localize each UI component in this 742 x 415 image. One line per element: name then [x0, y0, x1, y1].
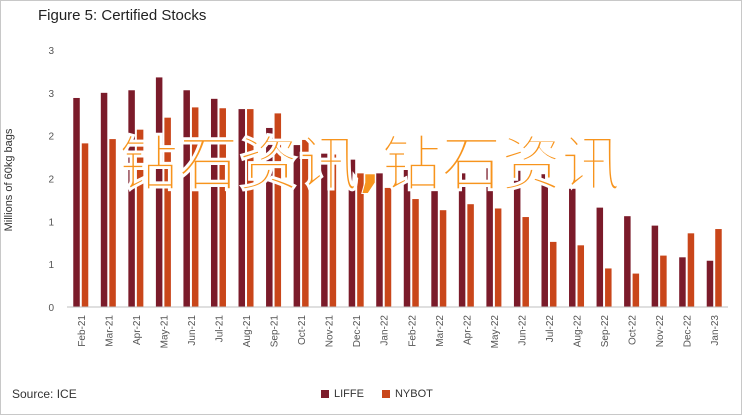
bar-nybot — [494, 208, 502, 307]
bar-liffe — [596, 207, 604, 307]
y-tick-label: 1 — [48, 217, 54, 228]
x-tick-label: May-22 — [490, 315, 501, 349]
x-tick-label: Aug-22 — [573, 315, 584, 348]
x-tick-label: Jan-22 — [380, 315, 391, 346]
bar-nybot — [136, 129, 144, 307]
x-tick-label: Oct-22 — [628, 315, 639, 345]
bar-liffe — [569, 188, 576, 307]
bar-nybot — [715, 229, 722, 307]
bar-nybot — [549, 241, 557, 307]
bar-liffe — [651, 225, 659, 307]
x-tick-label: Feb-21 — [77, 315, 88, 347]
y-tick-label: 1 — [48, 260, 54, 271]
bar-nybot — [302, 139, 309, 307]
y-tick-label: 2 — [48, 132, 54, 143]
bar-liffe — [100, 92, 108, 307]
x-tick-label: Jan-23 — [710, 315, 721, 346]
x-tick-label: Sep-21 — [270, 315, 281, 348]
bar-liffe — [431, 168, 438, 307]
y-tick-label: 3 — [48, 46, 54, 57]
bar-liffe — [293, 145, 301, 307]
x-tick-label: Dec-22 — [683, 315, 694, 348]
legend: LIFFE NYBOT — [321, 388, 451, 400]
chart-title: Figure 5: Certified Stocks — [38, 7, 207, 24]
bar-liffe — [541, 174, 548, 307]
bar-liffe — [321, 153, 328, 307]
legend-swatch-liffe — [321, 390, 329, 398]
bar-nybot — [577, 245, 585, 307]
bar-liffe — [706, 260, 714, 307]
x-tick-label: Apr-22 — [462, 315, 473, 345]
bar-liffe — [624, 216, 631, 307]
bar-liffe — [513, 170, 521, 307]
x-tick-label: Aug-21 — [242, 315, 253, 348]
bar-nybot — [660, 255, 667, 307]
x-tick-label: Nov-22 — [655, 315, 666, 348]
legend-label-liffe: LIFFE — [334, 388, 364, 400]
bar-liffe — [238, 109, 246, 307]
bar-liffe — [348, 159, 356, 307]
bar-nybot — [467, 204, 474, 307]
bar-liffe — [155, 77, 163, 307]
y-tick-label: 2 — [48, 175, 54, 186]
legend-item-liffe: LIFFE — [321, 388, 364, 400]
bars — [73, 77, 722, 308]
y-tick-label: 0 — [48, 303, 54, 314]
bar-liffe — [486, 168, 493, 307]
bar-liffe — [210, 98, 218, 307]
bar-nybot — [81, 143, 89, 307]
bar-liffe — [183, 90, 190, 307]
x-tick-label: Jul-22 — [545, 315, 556, 343]
bar-liffe — [376, 173, 383, 307]
bar-liffe — [679, 257, 686, 307]
x-tick-label: Oct-21 — [297, 315, 308, 345]
bar-nybot — [164, 117, 171, 307]
y-tick-label: 3 — [48, 89, 54, 100]
bar-nybot — [357, 173, 364, 307]
bar-nybot — [109, 139, 116, 307]
legend-swatch-nybot — [381, 390, 390, 398]
bar-nybot — [274, 113, 282, 307]
x-tick-label: Mar-21 — [104, 315, 115, 347]
bar-nybot — [384, 187, 392, 307]
bar-liffe — [128, 90, 135, 307]
x-tick-label: Apr-21 — [132, 315, 143, 345]
bar-nybot — [522, 217, 529, 307]
bar-nybot — [191, 107, 199, 307]
bar-nybot — [605, 268, 612, 307]
y-ticks: 0 1 1 2 2 3 3 — [48, 46, 54, 314]
bar-liffe — [403, 168, 411, 307]
x-tick-label: Dec-21 — [352, 315, 363, 348]
x-tick-label: Sep-22 — [600, 315, 611, 348]
legend-item-nybot: NYBOT — [381, 388, 433, 400]
x-tick-label: Jul-21 — [214, 315, 225, 343]
bar-nybot — [439, 210, 447, 307]
bar-nybot — [687, 233, 695, 307]
bar-nybot — [247, 109, 254, 307]
bar-nybot — [632, 273, 640, 307]
bar-liffe — [458, 173, 466, 307]
x-tick-label: May-21 — [159, 315, 170, 349]
legend-label-nybot: NYBOT — [394, 388, 433, 400]
bar-nybot — [329, 154, 337, 307]
source-note: Source: ICE — [12, 387, 77, 401]
x-tick-label: Mar-22 — [435, 315, 446, 347]
x-tick-label: Feb-22 — [407, 315, 418, 347]
x-tick-label: Nov-21 — [325, 315, 336, 348]
bar-nybot — [219, 108, 226, 308]
bar-nybot — [412, 199, 419, 307]
bar-liffe — [266, 127, 273, 307]
x-ticks: Feb-21 Mar-21 Apr-21 May-21 Jun-21 Jul-21 Aug-… — [77, 315, 721, 349]
bar-liffe — [73, 97, 80, 308]
x-tick-label: Jun-21 — [187, 315, 198, 346]
x-tick-label: Jun-22 — [517, 315, 528, 346]
